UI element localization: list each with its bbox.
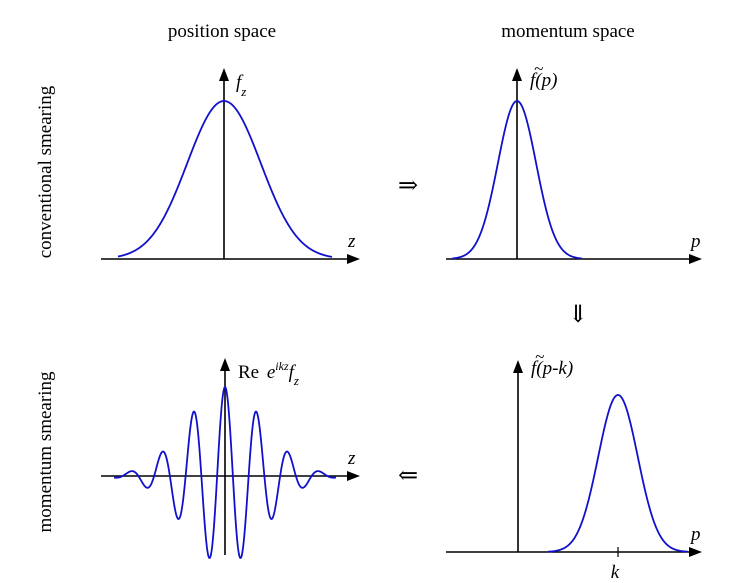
arrow-implies-right: ⇒ [398,173,418,199]
x-axis-label: p [689,231,701,252]
header-position-space: position space [168,21,276,42]
panel-top-right: ~ f(p) p [446,59,702,264]
y-axis-arrowhead [219,68,229,81]
y-axis-label: Re eikzfz [238,359,299,388]
panel-bottom-right: k ~ f(p-k) p [446,347,702,583]
y-axis-label: fz [236,72,246,99]
oscillating-curve [113,386,337,559]
x-axis-arrowhead [689,547,702,557]
row-label-momentum: momentum smearing [35,371,56,532]
arrow-implies-down: ⇓ [568,302,588,328]
x-axis-label: z [347,448,356,469]
y-axis-label: f(p-k) [531,358,573,379]
y-axis-arrowhead [513,360,523,373]
y-axis-label-tilde: ~ [535,347,544,366]
shifted-gaussian-curve [547,394,689,553]
x-axis-arrowhead [347,471,360,481]
header-momentum-space: momentum space [501,21,635,42]
y-axis-label: f(p) [530,70,557,91]
y-axis-arrowhead [512,68,522,81]
panel-top-left: fz z [101,68,360,264]
y-axis-label-tilde: ~ [534,59,543,78]
k-tick-label: k [611,562,620,583]
x-axis-label: p [689,524,701,545]
y-axis-arrowhead [220,358,230,371]
x-axis-arrowhead [347,254,360,264]
arrow-implies-left: ⇐ [398,463,418,489]
gaussian-curve-narrow [451,100,583,260]
x-axis-arrowhead [689,254,702,264]
row-label-conventional: conventional smearing [35,85,56,258]
gaussian-curve [117,100,333,258]
panel-bottom-left: Re eikzfz z [101,358,360,559]
x-axis-label: z [347,231,356,252]
